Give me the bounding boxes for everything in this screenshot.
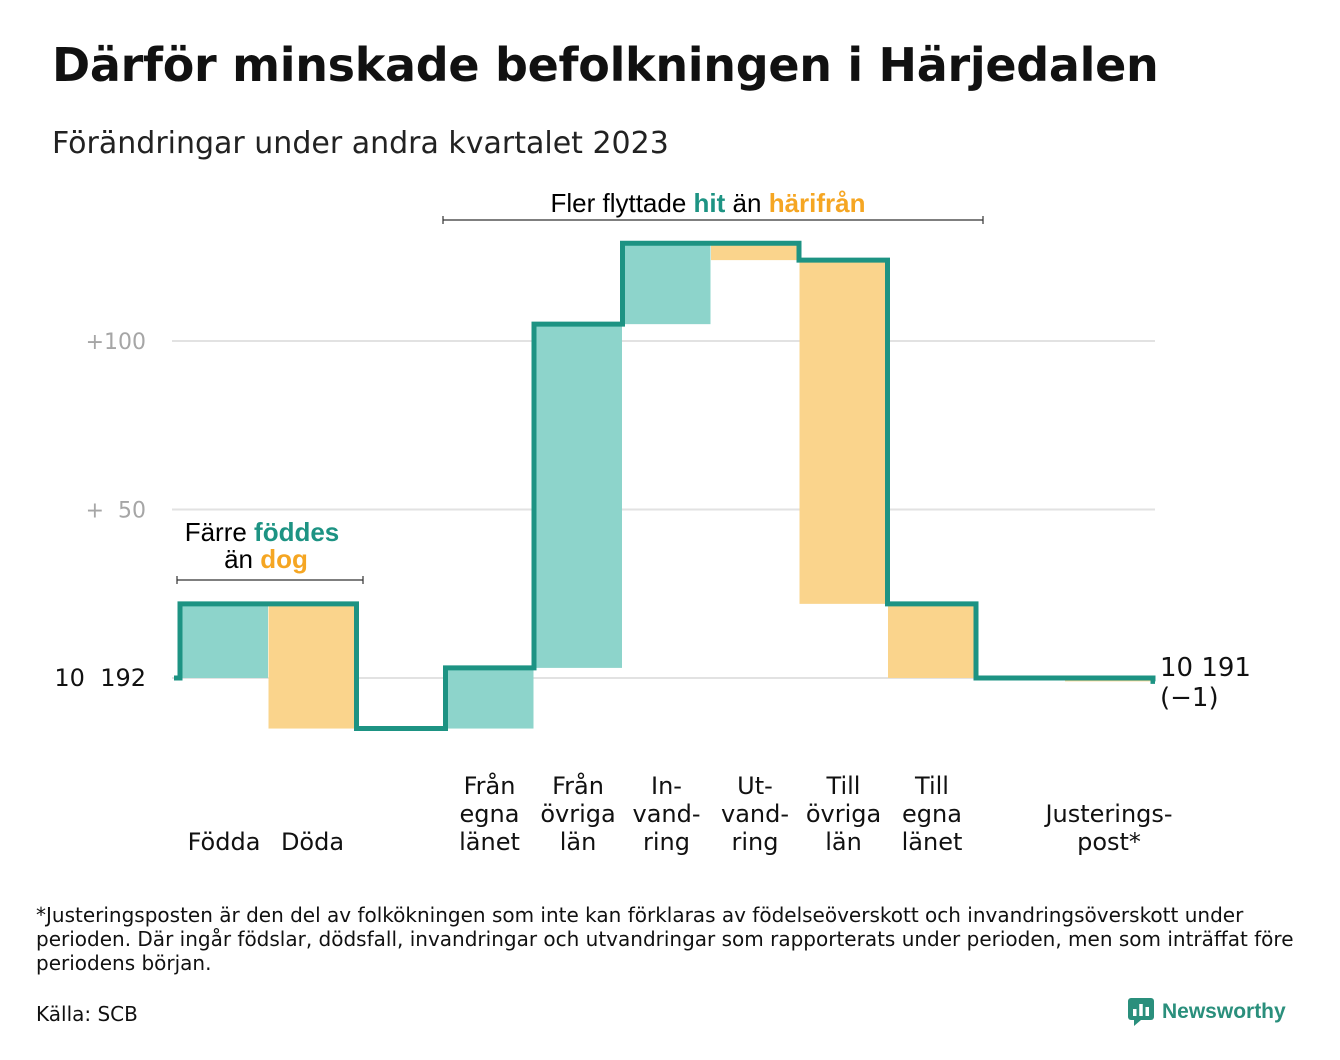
category-label: länet <box>902 828 963 856</box>
category-label: Justerings- <box>1043 800 1172 828</box>
annotation-births-plain: Färre <box>185 517 254 547</box>
category-label: övriga <box>806 800 881 828</box>
category-label: egna <box>460 800 520 828</box>
annotation-migration-teal: hit <box>694 188 726 218</box>
annotation-births-orange: dog <box>260 544 308 574</box>
chart-subtitle: Förändringar under andra kvartalet 2023 <box>52 126 669 161</box>
category-label: ring <box>732 828 779 856</box>
footnote: *Justeringsposten är den del av folkökni… <box>36 903 1294 975</box>
y-tick-label: +100 <box>86 330 146 355</box>
annotation-births: Färre föddes än dog <box>176 517 364 584</box>
category-label: ring <box>643 828 690 856</box>
annotation-migration: Fler flyttade hit än härifrån <box>442 188 984 224</box>
waterfall-bar <box>180 603 268 678</box>
end-change-label: (−1) <box>1160 683 1219 713</box>
y-tick-label: 10 192 <box>54 664 146 692</box>
category-label: övriga <box>540 800 615 828</box>
category-label: egna <box>902 800 962 828</box>
category-label: Döda <box>281 828 344 856</box>
annotation-migration-plain-2: än <box>725 188 768 218</box>
category-label: post* <box>1077 828 1141 856</box>
waterfall-bar <box>534 324 622 668</box>
svg-text:Fler flyttade hit än härifrån: Fler flyttade hit än härifrån <box>550 188 865 218</box>
waterfall-bar <box>445 667 534 729</box>
category-label: Från <box>552 771 604 800</box>
category-label: Ut- <box>737 772 773 800</box>
waterfall-bar <box>622 243 711 325</box>
chart-title: Därför minskade befolkningen i Härjedale… <box>52 38 1159 92</box>
annotation-births-plain-2: än <box>224 544 260 574</box>
category-label: In- <box>651 772 682 800</box>
step-line-group <box>174 240 1156 732</box>
category-label: Till <box>914 772 949 800</box>
newsworthy-logo: Newsworthy <box>1128 998 1286 1026</box>
category-labels: Födda DödaFrånegnalänetFrånövrigalänIn-va… <box>188 771 1173 856</box>
waterfall-bar <box>268 603 357 729</box>
waterfall-bar <box>799 260 888 604</box>
newsworthy-logo-text: Newsworthy <box>1162 1000 1286 1023</box>
category-label: länet <box>459 828 520 856</box>
annotation-migration-plain: Fler flyttade <box>550 188 693 218</box>
waterfall-bar <box>711 243 799 261</box>
category-label: Från <box>464 771 516 800</box>
end-value-label: 10 191 <box>1160 653 1251 683</box>
svg-text:Färre föddes: Färre föddes <box>185 517 340 547</box>
bars <box>180 243 1153 729</box>
category-label: län <box>560 828 597 856</box>
waterfall-bar <box>888 603 976 678</box>
category-label: Till <box>826 772 861 800</box>
category-label: Födda <box>188 828 261 856</box>
svg-text:än dog: än dog <box>224 544 308 574</box>
category-label: vand- <box>721 800 789 828</box>
cumulative-step-line <box>174 240 1156 732</box>
annotation-births-teal: föddes <box>254 517 339 547</box>
y-tick-label: + 50 <box>86 499 146 524</box>
category-label: vand- <box>632 800 700 828</box>
category-label: län <box>825 828 862 856</box>
annotation-migration-orange: härifrån <box>769 188 866 218</box>
source-label: Källa: SCB <box>36 1002 138 1026</box>
newsworthy-chart-icon <box>1128 998 1154 1026</box>
